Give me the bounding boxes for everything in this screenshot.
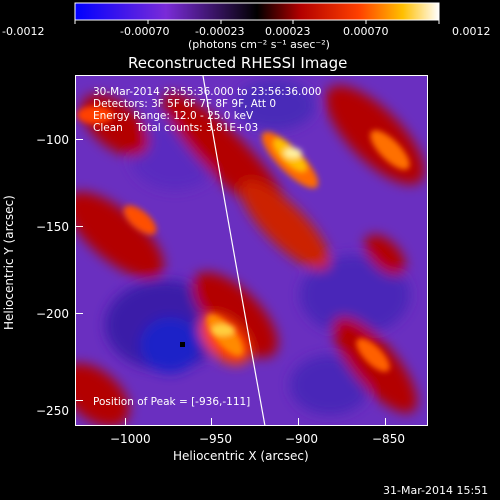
plot-frame [75,75,428,426]
solar-limb-line [202,75,266,426]
colorbar-tick-label: 0.00070 [343,25,389,38]
x-tick-label: −900 [285,432,318,446]
overlay-method-counts: Clean Total counts: 3.81E+03 [93,122,259,134]
y-axis-label: Heliocentric Y (arcsec) [2,195,16,330]
x-tick-label: −950 [199,432,232,446]
overlay-time-range: 30-Mar-2014 23:55:36.000 to 23:56:36.000 [93,86,322,98]
y-tick-label: −200 [36,307,69,321]
footer-timestamp: 31-Mar-2014 15:51 [383,484,489,497]
x-tick-label: −850 [372,432,405,446]
colorbar-tick-label: -0.00023 [195,25,245,38]
colorbar [74,2,440,24]
peak-marker [180,342,185,347]
x-tick-label: −1000 [110,432,151,446]
plot-title: Reconstructed RHESSI Image [128,54,348,72]
overlay-peak-position: Position of Peak = [-936,-111] [93,396,251,408]
y-tick-label: −250 [36,404,69,418]
x-axis-label: Heliocentric X (arcsec) [173,449,309,463]
colorbar-tick-label: -0.0012 [2,25,45,38]
overlay-energy: Energy Range: 12.0 - 25.0 keV [93,110,254,122]
rhessi-image [75,75,428,426]
colorbar-gradient [74,2,440,21]
colorbar-tick-label: -0.00070 [120,25,170,38]
colorbar-units: (photons cm⁻² s⁻¹ asec⁻²) [188,38,330,51]
y-tick-label: −100 [36,133,69,147]
axis-ticks [75,139,386,426]
overlay-detectors: Detectors: 3F 5F 6F 7F 8F 9F, Att 0 [93,98,277,110]
y-tick-label: −150 [36,220,69,234]
colorbar-tick-label: 0.00023 [265,25,311,38]
colorbar-tick-label: 0.0012 [452,25,491,38]
